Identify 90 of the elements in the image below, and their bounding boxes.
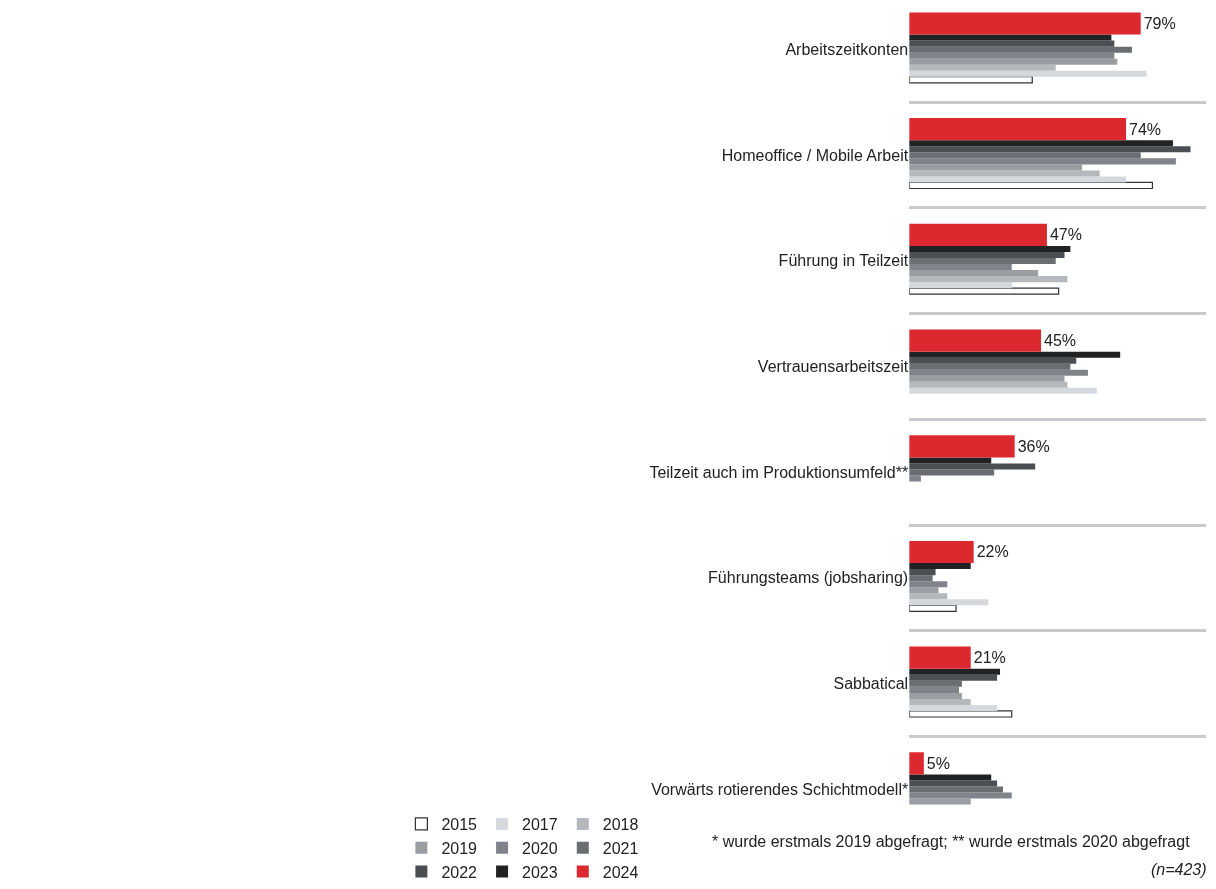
- bar: [909, 369, 1088, 376]
- bar: [909, 181, 1154, 190]
- data-label: 21%: [973, 649, 1006, 667]
- bar: [909, 680, 962, 687]
- bar: [909, 252, 1065, 259]
- bar: [909, 158, 1176, 165]
- bar: [909, 329, 1042, 352]
- y-tick-label: Sabbatical: [833, 675, 909, 693]
- bar: [909, 52, 1115, 59]
- bar: [909, 457, 992, 464]
- bar: [909, 34, 1112, 41]
- bar: [909, 245, 1071, 253]
- bar: [909, 540, 974, 564]
- bar: [909, 569, 936, 576]
- bar: [909, 357, 1077, 364]
- bar: [909, 12, 1141, 35]
- bar: [909, 780, 998, 787]
- text: (n=423): [1151, 861, 1207, 878]
- legend-label: 2021: [602, 839, 639, 857]
- bar: [909, 375, 1065, 382]
- bar: [909, 258, 1056, 265]
- bar: [909, 176, 1127, 183]
- bar: [909, 686, 959, 693]
- bar: [909, 363, 1071, 370]
- bar: [909, 146, 1191, 153]
- y-tick-label: Teilzeit auch im Produktionsumfeld**: [649, 463, 909, 481]
- bar: [909, 58, 1118, 65]
- y-tick-label: Führung in Teilzeit: [778, 252, 909, 270]
- bar: [909, 435, 1015, 458]
- bar: [909, 264, 1012, 271]
- bar: [909, 152, 1141, 159]
- bar: [909, 786, 1003, 793]
- y-tick-label: Führungsteams (jobsharing): [708, 569, 909, 587]
- bar: [909, 40, 1115, 47]
- legend-label: 2018: [602, 816, 639, 834]
- bar: [909, 118, 1127, 141]
- bar: [909, 792, 1012, 799]
- legend-label: 2020: [522, 839, 558, 857]
- data-label: 22%: [976, 543, 1009, 561]
- bar: [909, 575, 933, 582]
- legend-label: 2017: [522, 816, 558, 834]
- bar: [909, 698, 971, 705]
- bar: [909, 223, 1047, 246]
- bar: [909, 563, 971, 570]
- bar: [909, 287, 1060, 295]
- bar: [909, 668, 1001, 675]
- bar: [909, 604, 957, 612]
- legend-label: 2019: [441, 839, 478, 857]
- bar: [909, 710, 1013, 718]
- legend-label: 2023: [522, 863, 558, 881]
- bar: [909, 593, 948, 600]
- legend-label: 2024: [602, 863, 639, 881]
- bar: [909, 140, 1173, 147]
- bar: [909, 70, 1147, 77]
- legend-label: 2022: [441, 863, 478, 881]
- bar: [909, 599, 989, 606]
- annotation: * wurde erstmals 2019 abgefragt; ** wurde erstmals 2020 abgefragt: [712, 833, 1191, 850]
- y-tick-label: Homeoffice / Mobile Arbeit: [721, 146, 909, 164]
- bar: [909, 164, 1083, 171]
- bar: [909, 387, 1097, 394]
- bar: [909, 282, 1012, 289]
- data-label: 47%: [1049, 226, 1082, 244]
- bar: [909, 270, 1039, 277]
- data-label: 5%: [926, 754, 950, 772]
- bar: [909, 46, 1132, 53]
- bar: [909, 774, 992, 781]
- y-tick-label: Vorwärts rotierendes Schichtmodell*: [651, 780, 909, 798]
- data-label: 74%: [1129, 120, 1162, 138]
- bar: [909, 581, 948, 588]
- data-label: 36%: [1017, 437, 1050, 455]
- bar: [909, 381, 1068, 388]
- bar: [909, 587, 939, 594]
- bar: [909, 463, 1036, 470]
- bar: [909, 646, 971, 669]
- legend-label: 2015: [441, 816, 478, 834]
- bar: [909, 64, 1056, 71]
- bar: [909, 276, 1068, 283]
- y-tick-label: Vertrauensarbeitszeit: [757, 358, 909, 376]
- data-label: 45%: [1044, 332, 1077, 350]
- bar: [909, 752, 924, 775]
- bar: [909, 469, 995, 476]
- data-label: 79%: [1143, 15, 1176, 32]
- bar: [909, 475, 921, 482]
- bar: [909, 692, 962, 699]
- bar: [909, 798, 971, 805]
- y-tick-label: Arbeitszeitkonten: [785, 40, 909, 58]
- bar: [909, 351, 1121, 358]
- bar: [909, 704, 998, 711]
- bar: [909, 674, 998, 681]
- bar: [909, 170, 1100, 177]
